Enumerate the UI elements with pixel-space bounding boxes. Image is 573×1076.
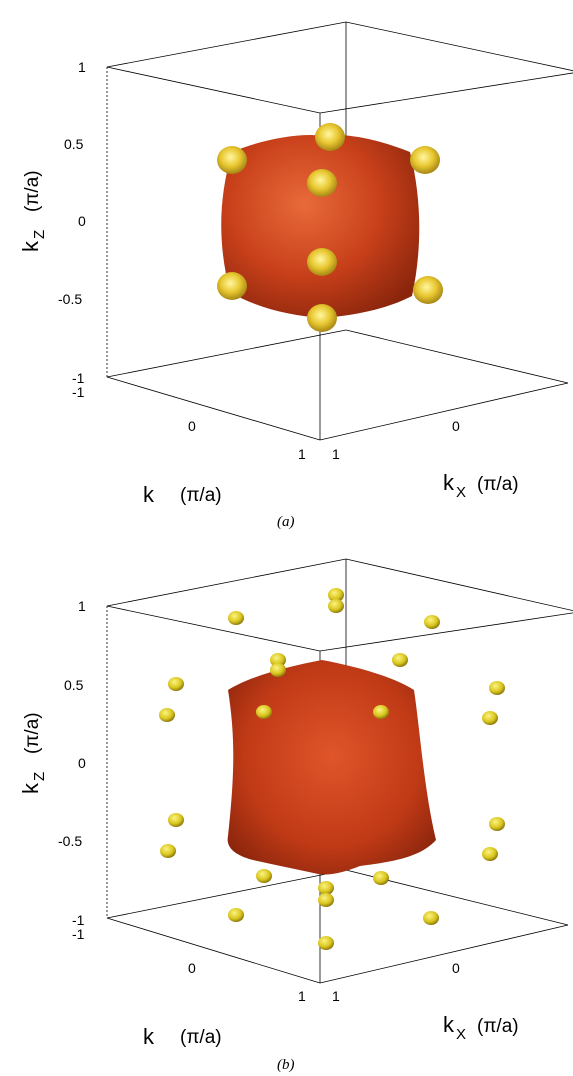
y-axis-label: k (π/a) [143, 482, 222, 507]
x-axis-label: k X (π/a) [443, 1012, 519, 1043]
z-tick: 0.5 [64, 136, 84, 152]
y-axis-label: k (π/a) [143, 1024, 222, 1049]
pocket-b [373, 871, 389, 885]
svg-text:k: k [443, 470, 455, 495]
pocket-b [228, 611, 244, 625]
z-tick: -0.5 [58, 291, 82, 307]
pocket-a [307, 248, 337, 276]
fermi-surface-b [159, 588, 505, 950]
pocket-b [482, 847, 498, 861]
svg-text:(π/a): (π/a) [22, 712, 43, 754]
pocket-b [270, 653, 286, 667]
svg-text:k: k [18, 240, 43, 252]
fermi-surface-a [217, 123, 443, 332]
pocket-b [423, 911, 439, 925]
svg-text:Z: Z [31, 230, 48, 239]
z-tick: 1 [78, 59, 86, 75]
main-surface-a [221, 134, 420, 318]
pocket-b [482, 711, 498, 725]
z-tick: 0 [78, 755, 86, 771]
svg-text:k: k [443, 1012, 455, 1037]
pocket-b [489, 817, 505, 831]
pocket-b [328, 599, 344, 613]
z-axis-label: k Z (π/a) [18, 712, 48, 794]
pocket-b [328, 588, 344, 602]
z-axis-label: k Z (π/a) [18, 170, 48, 252]
svg-text:X: X [456, 1026, 466, 1043]
x-tick: 0 [452, 418, 460, 434]
svg-text:k: k [143, 482, 155, 507]
pocket-a [217, 146, 247, 174]
pocket-b [318, 893, 334, 907]
y-tick: -1 [72, 384, 85, 400]
z-tick: 0.5 [64, 677, 84, 693]
pocket-a [307, 169, 337, 197]
pocket-b [256, 869, 272, 883]
x-tick: 1 [332, 446, 340, 462]
pocket-b [318, 881, 334, 895]
y-tick: 0 [188, 418, 196, 434]
svg-text:(π/a): (π/a) [180, 1027, 222, 1048]
pocket-a [315, 123, 345, 151]
pocket-b [318, 936, 334, 950]
caption-a: (a) [277, 514, 295, 530]
svg-text:k: k [18, 782, 43, 794]
pocket-b [270, 663, 286, 677]
pocket-a [410, 146, 440, 174]
z-tick: -0.5 [58, 833, 82, 849]
y-tick: -1 [72, 926, 85, 942]
panel-a: 1 0.5 0 -0.5 -1 -1 0 1 1 0 k Z (π/a) k (… [18, 21, 573, 530]
main-surface-b [227, 660, 436, 875]
y-tick: 0 [188, 960, 196, 976]
pocket-b [424, 615, 440, 629]
z-tick: -1 [72, 912, 85, 928]
pocket-b [160, 844, 176, 858]
pocket-b [228, 908, 244, 922]
pocket-b [373, 705, 389, 719]
z-tick: 1 [78, 598, 86, 614]
panel-b: 1 0.5 0 -0.5 -1 -1 0 1 1 0 k Z (π/a) k (… [18, 558, 573, 1073]
pocket-b [256, 705, 272, 719]
x-tick: 1 [332, 988, 340, 1004]
svg-text:Z: Z [31, 772, 48, 781]
pocket-b [392, 653, 408, 667]
svg-text:X: X [456, 484, 466, 501]
svg-text:(π/a): (π/a) [180, 485, 222, 506]
pocket-b [489, 681, 505, 695]
x-axis-label: k X (π/a) [443, 470, 519, 501]
z-tick: 0 [78, 213, 86, 229]
y-tick: 1 [298, 446, 306, 462]
x-tick: 0 [452, 960, 460, 976]
z-tick: -1 [72, 370, 85, 386]
pocket-a [413, 276, 443, 304]
pocket-b [168, 813, 184, 827]
svg-text:(π/a): (π/a) [22, 170, 43, 212]
pocket-a [307, 304, 337, 332]
svg-text:(π/a): (π/a) [477, 1016, 519, 1037]
y-tick: 1 [298, 988, 306, 1004]
pocket-b [159, 708, 175, 722]
caption-b: (b) [277, 1057, 295, 1073]
pocket-b [168, 677, 184, 691]
pocket-a [217, 272, 247, 300]
svg-text:(π/a): (π/a) [477, 474, 519, 495]
svg-text:k: k [143, 1024, 155, 1049]
